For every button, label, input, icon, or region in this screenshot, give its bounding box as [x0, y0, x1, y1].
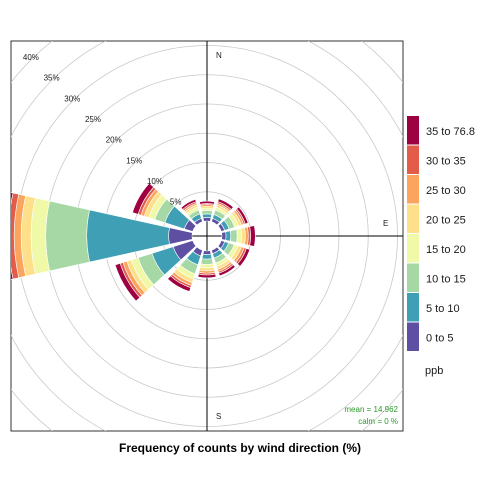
- legend-label-6: 30 to 35: [426, 155, 466, 167]
- bar-dir-330-bin-7: [180, 199, 197, 210]
- bar-dir-60-bin-7: [236, 206, 249, 225]
- bar-dir-270-bin-6: [11, 192, 20, 280]
- bar-dir-150-bin-7: [218, 264, 236, 277]
- wind-rose-bars: [11, 182, 256, 302]
- legend-label-7: 35 to 76.8: [426, 126, 475, 138]
- bar-dir-90-bin-1: [225, 230, 232, 242]
- legend-swatch-6: [407, 145, 419, 174]
- legend-label-4: 20 to 25: [426, 214, 466, 226]
- legend-swatch-4: [407, 204, 419, 233]
- bar-dir-90-bin-7: [249, 225, 256, 247]
- bar-dir-0-bin-0: [202, 217, 212, 222]
- legend-label-2: 10 to 15: [426, 273, 466, 285]
- bar-dir-0-bin-7: [199, 200, 215, 205]
- x-axis-title: Frequency of counts by wind direction (%…: [119, 441, 361, 455]
- ring-label-20: 20%: [106, 136, 122, 145]
- legend-label-1: 5 to 10: [426, 303, 460, 315]
- legend-swatch-5: [407, 175, 419, 204]
- legend-units: ppb: [425, 365, 443, 377]
- bar-dir-300-bin-7: [132, 182, 155, 215]
- ring-labels: 5% 10% 15% 20% 25% 30% 35% 40%: [23, 53, 182, 207]
- ring-label-10: 10%: [147, 177, 163, 186]
- bar-dir-120-bin-7: [237, 248, 251, 267]
- bar-dir-0-bin-1: [201, 213, 213, 219]
- mean-stat: mean = 14.962: [344, 405, 398, 414]
- bar-dir-90-bin-3: [236, 228, 243, 244]
- compass-label-s: S: [216, 412, 221, 421]
- legend-label-5: 25 to 30: [426, 185, 466, 197]
- ring-label-30: 30%: [64, 94, 80, 103]
- bar-dir-90-bin-0: [221, 231, 227, 241]
- legend-swatch-3: [407, 234, 419, 263]
- legend-label-3: 15 to 20: [426, 244, 466, 256]
- bar-dir-180-bin-7: [197, 273, 217, 279]
- bar-dir-90-bin-2: [229, 229, 238, 243]
- legend-swatch-2: [407, 263, 419, 292]
- calm-stat: calm = 0 %: [358, 417, 398, 426]
- legend: 35 to 76.8 30 to 35 25 to 30 20 to 25 15 to …: [407, 116, 475, 351]
- bar-dir-210-bin-7: [167, 275, 192, 292]
- ring-label-5: 5%: [170, 198, 182, 207]
- legend-swatch-1: [407, 293, 419, 322]
- ring-label-25: 25%: [85, 115, 101, 124]
- legend-label-0: 0 to 5: [426, 332, 454, 344]
- legend-swatch-7: [407, 116, 419, 145]
- bar-dir-180-bin-1: [201, 253, 213, 260]
- bar-dir-180-bin-0: [202, 250, 212, 255]
- bar-dir-180-bin-2: [200, 258, 214, 265]
- ring-label-35: 35%: [44, 74, 60, 83]
- bar-dir-270-bin-7: [11, 192, 14, 280]
- bar-dir-30-bin-7: [217, 198, 234, 210]
- compass-label-n: N: [216, 51, 222, 60]
- legend-swatch-0: [407, 322, 419, 351]
- ring-label-40: 40%: [23, 53, 39, 62]
- compass-label-e: E: [383, 219, 388, 228]
- ring-label-15: 15%: [126, 156, 142, 165]
- bar-dir-240-bin-7: [114, 263, 141, 302]
- bar-dir-0-bin-2: [201, 210, 213, 215]
- bar-dir-270-bin-2: [45, 200, 90, 272]
